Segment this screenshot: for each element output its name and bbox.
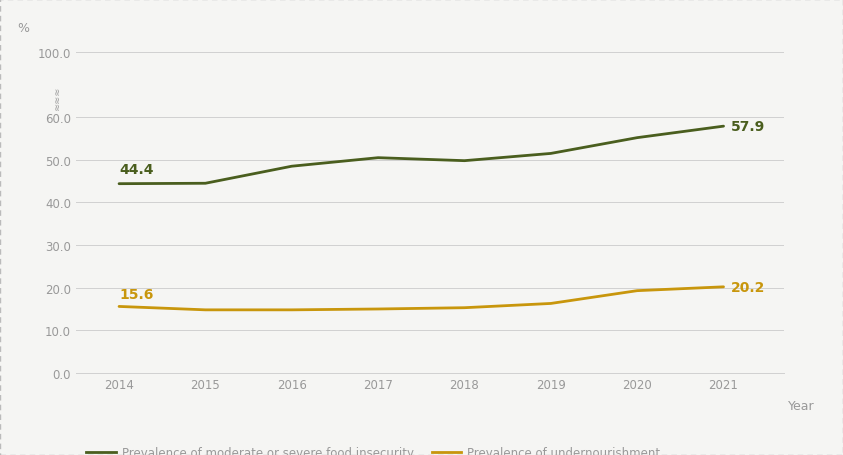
Text: 57.9: 57.9 [731, 120, 765, 134]
Legend: Prevalence of moderate or severe food insecurity, Prevalence of undernourishment: Prevalence of moderate or severe food in… [82, 442, 665, 455]
Text: ≈≈≈: ≈≈≈ [52, 86, 62, 110]
Text: 44.4: 44.4 [119, 162, 153, 176]
Text: 15.6: 15.6 [119, 288, 153, 301]
Text: Year: Year [787, 399, 814, 412]
Text: 20.2: 20.2 [731, 280, 765, 294]
Y-axis label: %: % [17, 22, 29, 35]
